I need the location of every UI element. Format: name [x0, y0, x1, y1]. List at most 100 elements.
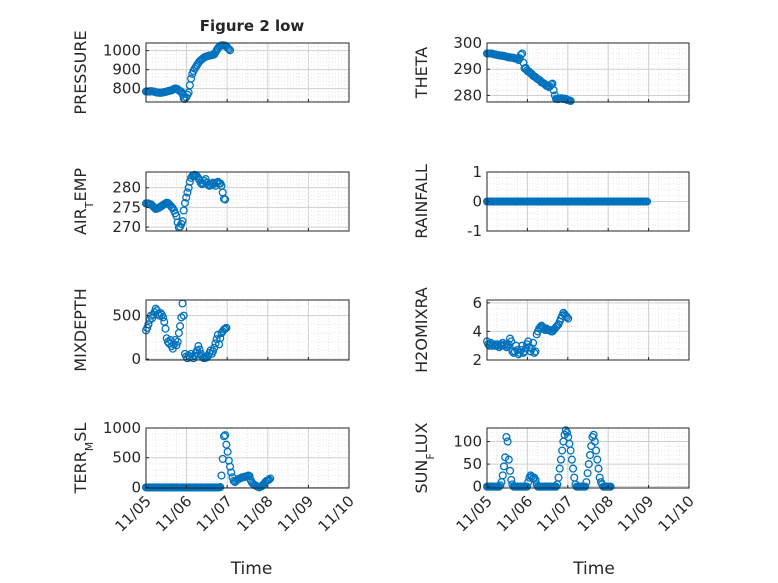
panel-sun-flux-data-point: [531, 475, 540, 484]
panel-mixdepth-data-point: [208, 347, 218, 356]
panel-terr-msl-xtick-label: 11/08: [233, 492, 276, 535]
panel-air-temp-data-point: [184, 183, 193, 192]
panel-air-temp-plot-area: [146, 172, 349, 231]
panel-sun-flux-ytick-label: 100: [453, 433, 482, 451]
panel-terr-msl-data-point: [225, 462, 235, 471]
panel-sun-flux-data-point: [505, 466, 515, 475]
panel-mixdepth-data-point: [156, 308, 165, 318]
panel-terr-msl-data-point: [224, 456, 233, 465]
panel-mixdepth-data-point: [161, 324, 170, 333]
panel-sun-flux-data-point: [558, 446, 567, 455]
panel-sun-flux-data-point: [584, 460, 593, 469]
panel-sun-flux-data-point: [499, 462, 509, 471]
panel-terr-msl-xtick-label: 11/06: [152, 492, 195, 535]
panel-terr-msl-ylabel: TERRMSL: [71, 423, 96, 495]
panel-h2omixra: 2 4 6 H2OMIXRA: [412, 287, 690, 373]
panel-sun-flux-xtick-label: 11/06: [493, 492, 536, 535]
panel-mixdepth-data-point: [221, 324, 230, 333]
panel-h2omixra-data-point: [512, 341, 521, 350]
panel-theta-data-point: [566, 96, 575, 106]
panel-sun-flux-data-point: [606, 482, 615, 491]
panel-h2omixra-data-point: [562, 313, 572, 322]
panel-h2omixra-ylabel: H2OMIXRA: [412, 287, 431, 373]
panel-pressure-ytick-label: 900: [112, 61, 141, 79]
panel-air-temp-data-point: [221, 195, 230, 204]
panel-pressure-axes-box: [145, 42, 350, 103]
panel-mixdepth-data-point: [173, 337, 182, 346]
panel-sun-flux-data-point: [503, 437, 512, 446]
panel-sun-flux-xtick-label: 11/10: [655, 492, 698, 535]
panel-rainfall-data-point: [642, 197, 652, 206]
panel-theta-plot-area: [487, 43, 689, 102]
panel-pressure-ylabel: PRESSURE: [71, 30, 90, 114]
panel-sun-flux-data-point: [593, 455, 602, 464]
panel-theta-axes-box: [486, 42, 690, 103]
panel-air-temp-data-point: [183, 188, 192, 197]
panel-sun-flux-ylabel: SUNFLUX: [412, 422, 437, 493]
panel-sun-flux-data-point: [595, 473, 604, 482]
panel-pressure-data-point: [210, 50, 219, 59]
panel-rainfall-ytick-label: 1: [472, 163, 482, 181]
panel-mixdepth-data-point: [143, 323, 152, 332]
panel-terr-msl-ytick-label: 500: [112, 449, 141, 467]
panel-air-temp-axes-box: [145, 171, 350, 232]
panel-theta-ytick-label: 300: [453, 34, 482, 52]
panel-sun-flux-data-point: [583, 469, 592, 478]
panel-terr-msl-ytick-label: 0: [131, 478, 141, 496]
panel-h2omixra-data-point: [524, 337, 533, 346]
panel-sun-flux-data-point: [594, 464, 603, 473]
panel-sun-flux-xtick-label: 11/05: [453, 492, 496, 535]
panel-sun-flux-data-point: [507, 475, 516, 484]
panel-h2omixra-data-point: [553, 321, 562, 330]
figure-title: Figure 2 low: [200, 17, 305, 35]
panel-sun-flux-axes-box: [486, 427, 690, 489]
panel-theta-ytick-label: 280: [453, 86, 482, 104]
panel-sun-flux-data-point: [592, 446, 601, 455]
panel-terr-msl-data-point: [264, 475, 274, 484]
panel-sun-flux-data-point: [504, 455, 513, 464]
panel-h2omixra-ytick-label: 4: [472, 322, 482, 340]
panel-air-temp-data-point: [180, 199, 190, 208]
panel-h2omixra-data-point: [491, 341, 500, 350]
panel-terr-msl-data-point: [227, 468, 236, 477]
panel-mixdepth-data-point: [194, 342, 203, 351]
panel-mixdepth-data-point: [144, 320, 153, 329]
panel-h2omixra-data-point: [519, 348, 528, 357]
panel-terr-msl-data-point: [216, 483, 225, 492]
panel-theta-ylabel: THETA: [412, 47, 431, 99]
panel-rainfall-ytick-label: 0: [472, 193, 482, 211]
panel-air-temp-data-point: [179, 206, 188, 215]
panel-sun-flux-ytick-label: 50: [463, 455, 482, 473]
panel-theta-ytick-label: 290: [453, 60, 482, 78]
panel-rainfall-ylabel: RAINFALL: [412, 164, 431, 239]
panel-terr-msl-xtick-label: 11/05: [112, 492, 155, 535]
panel-pressure-ytick-label: 1000: [103, 42, 141, 60]
panel-mixdepth-ytick-label: 0: [131, 350, 141, 368]
panel-theta-data-point: [516, 50, 525, 59]
panel-air-temp-data-point: [182, 193, 191, 202]
panel-theta-data-point: [549, 86, 558, 95]
panel-mixdepth-data-point: [176, 322, 185, 331]
panel-air-temp-ylabel: AIRTEMP: [71, 168, 96, 235]
panel-h2omixra-ytick-label: 6: [472, 294, 482, 312]
panel-sun-flux-data-point: [567, 455, 576, 464]
panel-pressure-data-point: [187, 74, 196, 83]
panel-sun-flux-xlabel: Time: [572, 559, 615, 579]
panel-sun-flux-data-point: [556, 455, 565, 464]
panel-sun-flux-data-point: [554, 473, 563, 482]
panel-sun-flux-data-point: [522, 482, 532, 491]
panel-sun-flux-data-point: [495, 482, 504, 491]
panel-mixdepth-data-point: [211, 339, 220, 348]
panel-theta: 280 290 300 THETA: [412, 34, 690, 106]
panel-mixdepth-ylabel: MIXDEPTH: [71, 288, 90, 371]
panel-rainfall: -1 0 1 RAINFALL: [412, 163, 690, 240]
panel-h2omixra-ytick-label: 2: [472, 351, 482, 369]
panel-sun-flux-data-point: [555, 464, 564, 473]
panel-rainfall-ytick-label: -1: [467, 222, 482, 240]
panel-pressure-data-point: [224, 45, 233, 54]
